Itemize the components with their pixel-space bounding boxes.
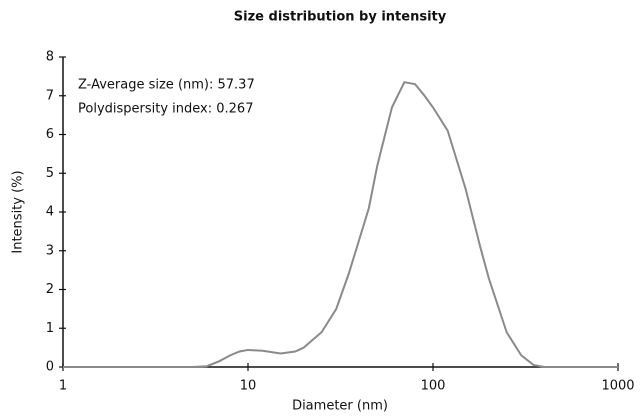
annotation: Polydispersity index: 0.267 [78,102,253,117]
x-axis-label: Diameter (nm) [292,399,388,414]
y-tick-label: 1 [46,321,54,336]
x-tick-label: 100 [421,379,446,394]
y-tick-label: 5 [46,166,54,181]
y-tick-label: 6 [46,127,54,142]
y-tick-label: 3 [46,243,54,258]
line [63,81,618,368]
y-tick-label: 4 [46,205,54,220]
y-tick-label: 0 [46,360,54,375]
x-tick-label: 10 [240,379,257,394]
x-tick-label: 1 [59,379,67,394]
y-tick-label: 2 [46,282,54,297]
annotation: Z-Average size (nm): 57.37 [78,78,255,93]
y-tick-label: 8 [46,50,54,65]
chart-title: Size distribution by intensity [234,10,447,25]
y-axis-label: Intensity (%) [11,170,26,253]
y-tick-label: 7 [46,88,54,103]
x-tick-label: 1000 [601,379,634,394]
